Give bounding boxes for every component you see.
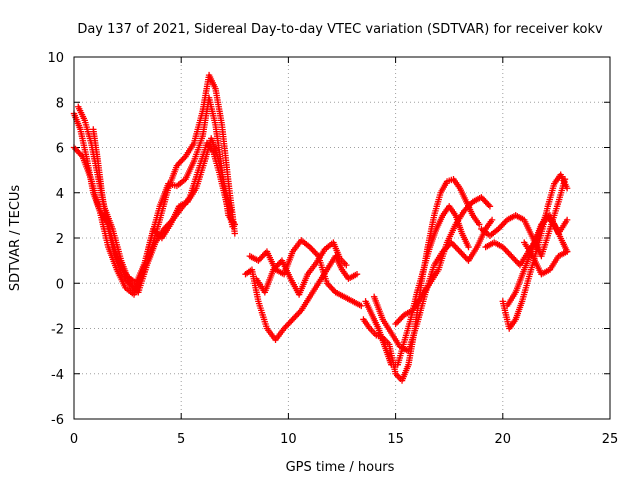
y-tick-label: 10 [47,51,64,66]
y-tick-label: 0 [56,277,64,292]
y-tick-label: -2 [51,323,64,338]
x-tick-label: 5 [177,432,185,447]
data-point [465,243,472,251]
x-tick-label: 15 [387,432,404,447]
data-point [227,207,234,215]
chart-title: Day 137 of 2021, Sidereal Day-to-day VTE… [77,22,603,37]
data-point [353,271,361,278]
data-point [563,216,571,224]
series-track-d [90,126,234,287]
y-tick-label: 4 [56,187,64,202]
axis-ticks: 0 5 10 15 20 25 -6 -4 -2 0 2 4 6 8 10 [47,51,618,447]
y-tick-label: 6 [56,142,64,157]
x-axis-label: GPS time / hours [286,460,395,475]
series-track-b [70,94,238,298]
y-axis-label: SDTVAR / TECUs [8,185,23,292]
plot-frame [73,56,611,420]
series-track-p [521,239,571,278]
data-point [563,248,571,255]
data-point [563,185,571,192]
grid-lines [74,57,610,419]
data-point [488,216,496,224]
series-track-f [246,237,365,310]
data-point [343,261,350,269]
data-point [231,230,238,237]
series-track-g [253,239,350,298]
y-tick-label: -4 [51,368,64,383]
data-point [476,221,483,228]
series-track-i [362,203,472,368]
series-track-k [392,194,494,328]
y-tick-label: -6 [51,413,64,428]
x-tick-label: 0 [70,432,78,447]
x-tick-label: 10 [280,432,297,447]
y-tick-label: 8 [56,96,64,111]
data-point [229,223,236,230]
data-point [358,302,365,310]
data-markers [70,71,571,384]
x-tick-label: 25 [602,432,619,447]
x-tick-label: 20 [495,432,512,447]
y-tick-label: 2 [56,232,64,247]
data-point [486,203,494,210]
